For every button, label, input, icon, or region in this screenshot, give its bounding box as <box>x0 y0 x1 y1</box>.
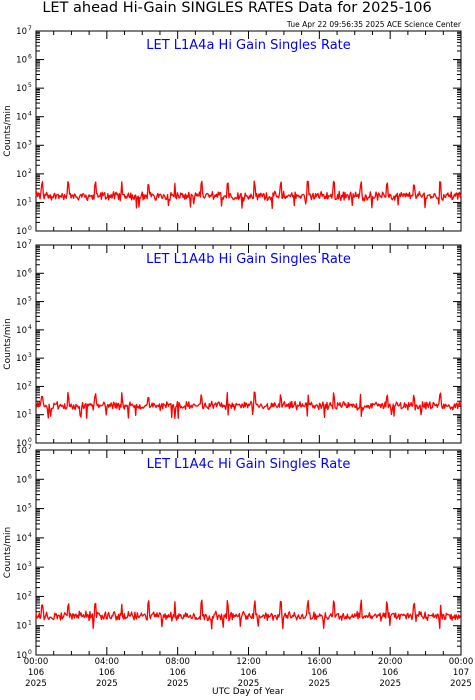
y-tick-exponent: 6 <box>28 473 32 480</box>
x-tick-time: 00:00 <box>449 657 474 667</box>
y-tick-label: 10 <box>16 56 27 66</box>
y-tick-exponent: 2 <box>28 590 32 597</box>
y-tick-exponent: 4 <box>28 111 32 118</box>
x-tick-time: 16:00 <box>307 657 332 667</box>
chart-title: LET ahead Hi-Gain SINGLES RATES Data for… <box>42 0 431 16</box>
y-tick-label: 10 <box>16 269 27 279</box>
x-tick-year: 2025 <box>309 679 331 689</box>
x-tick-doy: 106 <box>28 668 44 678</box>
y-tick-label: 10 <box>16 27 27 37</box>
x-tick-year: 2025 <box>379 679 401 689</box>
panel-title: LET L1A4a Hi Gain Singles Rate <box>146 38 351 53</box>
y-tick-label: 10 <box>16 141 27 151</box>
y-tick-label: 10 <box>16 592 27 602</box>
x-tick-year: 2025 <box>450 679 472 689</box>
x-tick-doy: 106 <box>311 668 327 678</box>
x-tick-doy: 106 <box>240 668 256 678</box>
y-tick-label: 10 <box>16 651 27 661</box>
y-axis-label: Counts/min <box>3 527 13 578</box>
y-tick-label: 10 <box>16 446 27 456</box>
y-tick-exponent: 6 <box>28 54 32 61</box>
y-axis-label: Counts/min <box>3 318 13 369</box>
series-line <box>35 391 462 420</box>
series-line <box>35 599 462 630</box>
y-tick-label: 10 <box>16 534 27 544</box>
y-tick-exponent: 7 <box>28 25 32 32</box>
y-tick-exponent: 3 <box>28 352 32 359</box>
y-tick-label: 10 <box>16 326 27 336</box>
y-tick-label: 10 <box>16 227 27 237</box>
y-tick-exponent: 2 <box>28 168 32 175</box>
y-tick-exponent: 0 <box>28 437 32 444</box>
panel-title: LET L1A4b Hi Gain Singles Rate <box>146 252 351 267</box>
x-tick-time: 04:00 <box>95 657 120 667</box>
y-axis-label: Counts/min <box>3 105 13 156</box>
y-tick-exponent: 7 <box>28 444 32 451</box>
y-tick-label: 10 <box>16 505 27 515</box>
y-tick-label: 10 <box>16 354 27 364</box>
y-tick-label: 10 <box>16 382 27 392</box>
x-tick-time: 00:00 <box>24 657 49 667</box>
y-tick-exponent: 5 <box>28 296 32 303</box>
y-tick-exponent: 6 <box>28 267 32 274</box>
x-tick-year: 2025 <box>25 679 47 689</box>
x-axis: 00:00106202504:00106202508:00106202512:0… <box>24 657 474 689</box>
x-axis-label: UTC Day of Year <box>212 687 284 697</box>
y-tick-exponent: 4 <box>28 532 32 539</box>
panel-title: LET L1A4c Hi Gain Singles Rate <box>147 457 351 472</box>
y-tick-label: 10 <box>16 84 27 94</box>
x-tick-time: 08:00 <box>165 657 190 667</box>
y-tick-exponent: 5 <box>28 82 32 89</box>
y-tick-exponent: 4 <box>28 324 32 331</box>
x-tick-time: 20:00 <box>378 657 403 667</box>
y-tick-exponent: 1 <box>28 620 32 627</box>
y-tick-label: 10 <box>16 622 27 632</box>
x-tick-year: 2025 <box>238 679 260 689</box>
x-tick-doy: 106 <box>99 668 115 678</box>
timestamp: Tue Apr 22 09:56:35 2025 ACE Science Cen… <box>286 20 462 29</box>
x-tick-year: 2025 <box>167 679 189 689</box>
y-tick-exponent: 3 <box>28 561 32 568</box>
y-tick-exponent: 1 <box>28 196 32 203</box>
x-tick-doy: 107 <box>453 668 469 678</box>
y-tick-label: 10 <box>16 411 27 421</box>
x-tick-year: 2025 <box>96 679 118 689</box>
y-tick-label: 10 <box>16 298 27 308</box>
y-tick-exponent: 0 <box>28 649 32 656</box>
y-tick-exponent: 0 <box>28 225 32 232</box>
y-tick-exponent: 1 <box>28 409 32 416</box>
y-tick-label: 10 <box>16 475 27 485</box>
y-tick-label: 10 <box>16 241 27 251</box>
y-tick-label: 10 <box>16 170 27 180</box>
y-tick-exponent: 3 <box>28 139 32 146</box>
x-tick-time: 12:00 <box>236 657 261 667</box>
x-tick-doy: 106 <box>382 668 398 678</box>
y-tick-label: 10 <box>16 198 27 208</box>
y-tick-label: 10 <box>16 439 27 449</box>
y-tick-label: 10 <box>16 113 27 123</box>
series-line <box>35 180 462 210</box>
y-tick-label: 10 <box>16 563 27 573</box>
plot-frame <box>35 244 462 444</box>
y-tick-exponent: 5 <box>28 503 32 510</box>
plot-frame <box>35 449 462 656</box>
y-tick-exponent: 7 <box>28 239 32 246</box>
y-tick-exponent: 2 <box>28 380 32 387</box>
x-tick-doy: 106 <box>170 668 186 678</box>
